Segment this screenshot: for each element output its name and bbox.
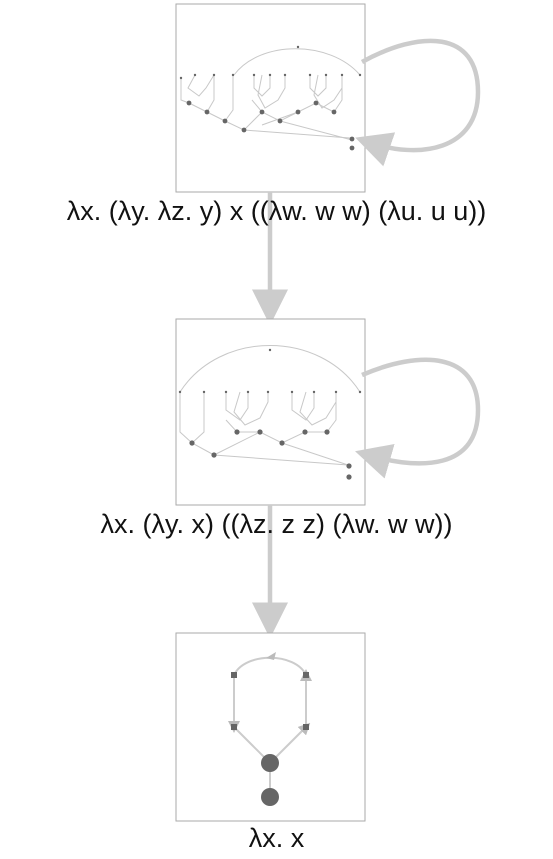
state-2-self-loop	[355, 357, 481, 479]
state-3-box	[175, 632, 366, 822]
state-1-nodes	[179, 45, 362, 151]
state-3-term: λx. x	[248, 823, 305, 853]
state-1-box	[175, 3, 366, 193]
state-2-term: λx. (λy. x) ((λz. z z) (λw. w w))	[100, 509, 453, 539]
state-1-graph	[180, 48, 361, 141]
state-2-nodes	[178, 348, 362, 480]
state-2-graph	[179, 345, 361, 466]
state-3-nodes	[231, 672, 309, 806]
state-2-box	[175, 318, 366, 506]
state-1-term: λx. (λy. λz. y) x ((λw. w w) (λu. u u))	[66, 196, 487, 226]
state-1-self-loop	[355, 38, 481, 167]
